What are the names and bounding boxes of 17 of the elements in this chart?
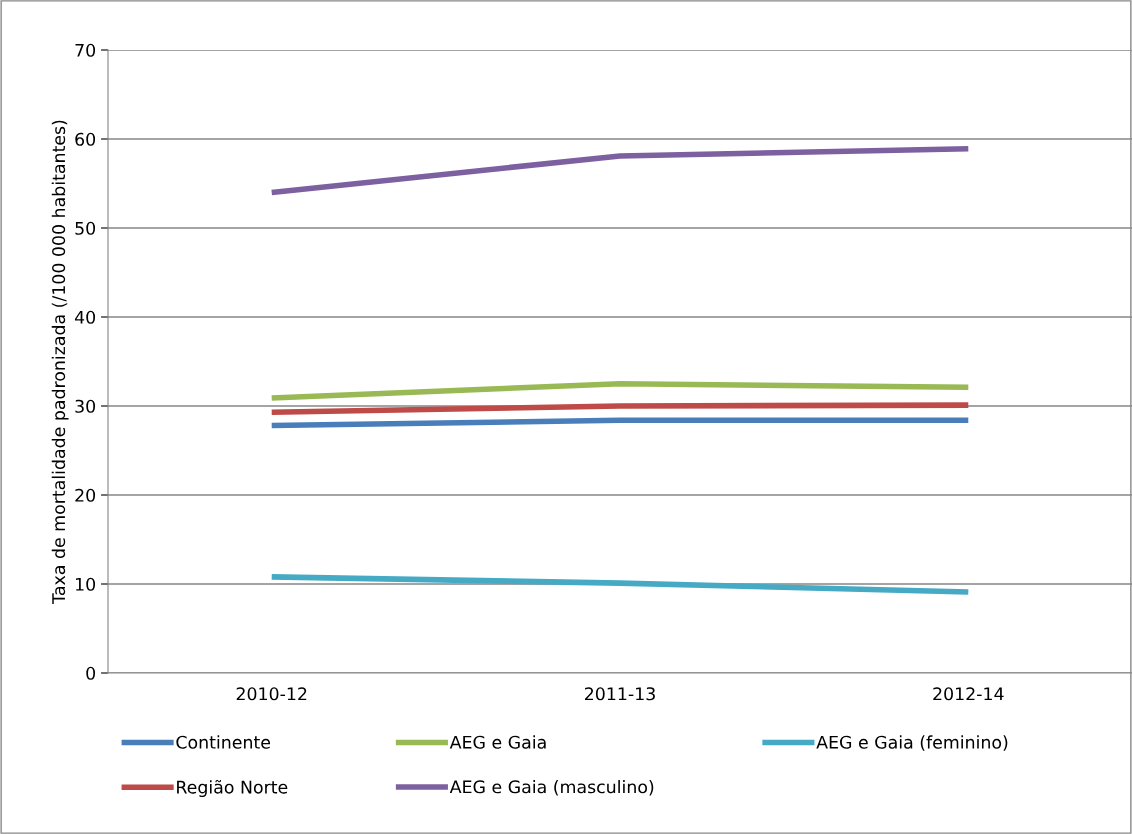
y-tick-label: 40 [74, 310, 96, 324]
legend-label: Região Norte [177, 779, 288, 798]
y-tick-label: 10 [76, 577, 96, 591]
y-axis-title: Taxa de mortalidade padronizada (/100 000 habitantes) [51, 120, 69, 604]
y-tick-label: 60 [75, 132, 96, 146]
x-tick-label: 2011-13 [585, 687, 655, 701]
y-tick-label: 0 [86, 666, 96, 680]
x-tick-label: 2010-12 [236, 687, 307, 701]
legend-label: AEG e Gaia (masculino) [449, 779, 654, 796]
y-tick-label: 30 [75, 399, 96, 413]
legend-label: AEG e Gaia [449, 735, 546, 749]
y-tick-label: 70 [75, 43, 96, 57]
x-tick-label: 2012-14 [933, 687, 1004, 701]
legend-label: AEG e Gaia (feminino) [816, 735, 1008, 751]
legend-label: Continente [176, 735, 271, 749]
y-tick-label: 50 [75, 221, 96, 235]
y-tick-label: 20 [75, 488, 96, 502]
